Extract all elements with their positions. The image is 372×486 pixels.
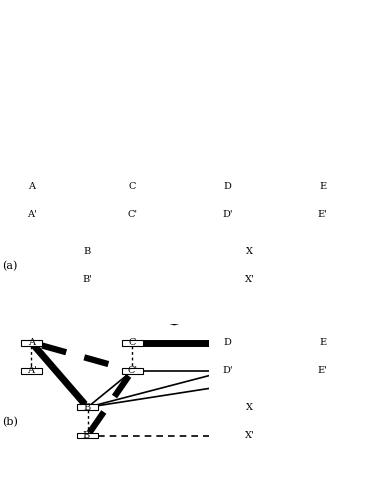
FancyBboxPatch shape	[122, 340, 143, 346]
FancyBboxPatch shape	[122, 368, 143, 374]
FancyBboxPatch shape	[312, 340, 333, 346]
Text: B': B'	[83, 431, 93, 440]
Text: E: E	[319, 338, 326, 347]
Text: A: A	[28, 182, 35, 191]
FancyBboxPatch shape	[239, 248, 260, 254]
FancyBboxPatch shape	[21, 212, 42, 218]
FancyBboxPatch shape	[312, 212, 333, 218]
FancyBboxPatch shape	[77, 248, 98, 254]
Text: B: B	[84, 403, 91, 412]
FancyBboxPatch shape	[122, 212, 143, 218]
FancyBboxPatch shape	[239, 404, 260, 410]
Text: E': E'	[318, 366, 328, 375]
Text: C': C'	[127, 366, 137, 375]
FancyBboxPatch shape	[239, 277, 260, 282]
Text: D': D'	[222, 210, 233, 219]
Text: C: C	[129, 338, 136, 347]
FancyBboxPatch shape	[239, 433, 260, 438]
Text: E': E'	[318, 210, 328, 219]
Text: X: X	[246, 247, 253, 256]
FancyBboxPatch shape	[122, 184, 143, 190]
FancyBboxPatch shape	[217, 184, 238, 190]
Text: B': B'	[83, 275, 93, 284]
FancyBboxPatch shape	[21, 340, 42, 346]
FancyBboxPatch shape	[77, 277, 98, 282]
Text: X': X'	[245, 275, 255, 284]
Text: A': A'	[27, 210, 36, 219]
FancyBboxPatch shape	[217, 368, 238, 374]
Text: C: C	[129, 182, 136, 191]
Text: X': X'	[245, 431, 255, 440]
Text: (a): (a)	[2, 261, 17, 271]
Text: E: E	[319, 182, 326, 191]
Text: D: D	[224, 182, 231, 191]
FancyBboxPatch shape	[77, 404, 98, 410]
Text: C': C'	[127, 210, 137, 219]
FancyBboxPatch shape	[312, 368, 333, 374]
Text: D: D	[224, 338, 231, 347]
Text: A: A	[28, 338, 35, 347]
FancyBboxPatch shape	[21, 184, 42, 190]
Text: X: X	[246, 403, 253, 412]
Text: A': A'	[27, 366, 36, 375]
FancyBboxPatch shape	[217, 212, 238, 218]
Text: (b): (b)	[2, 417, 18, 427]
FancyBboxPatch shape	[217, 340, 238, 346]
Polygon shape	[145, 301, 203, 324]
Text: B: B	[84, 247, 91, 256]
FancyBboxPatch shape	[21, 368, 42, 374]
FancyBboxPatch shape	[312, 184, 333, 190]
Text: D': D'	[222, 366, 233, 375]
FancyBboxPatch shape	[77, 433, 98, 438]
